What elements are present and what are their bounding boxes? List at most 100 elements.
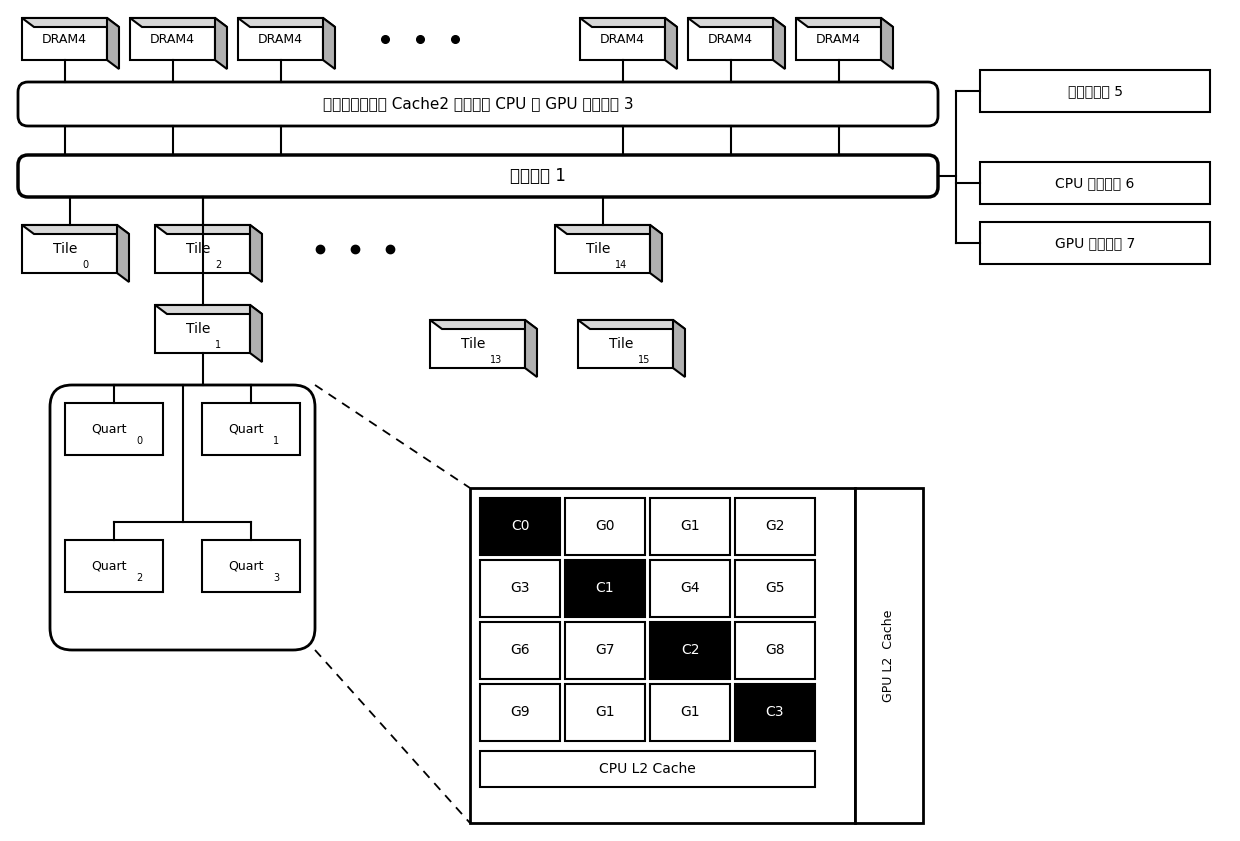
Polygon shape bbox=[556, 225, 662, 234]
Text: G9: G9 bbox=[510, 706, 529, 720]
Bar bbox=[155, 305, 250, 353]
Polygon shape bbox=[665, 18, 677, 69]
Bar bbox=[480, 684, 560, 741]
Text: C3: C3 bbox=[766, 706, 784, 720]
Text: DRAM4: DRAM4 bbox=[600, 33, 645, 45]
Text: Quart: Quart bbox=[92, 422, 126, 436]
Polygon shape bbox=[322, 18, 335, 69]
Text: G5: G5 bbox=[765, 581, 785, 595]
Text: Tile: Tile bbox=[186, 242, 211, 256]
Bar bbox=[480, 622, 560, 679]
Bar bbox=[565, 560, 645, 617]
Polygon shape bbox=[117, 225, 129, 282]
Bar bbox=[22, 225, 117, 273]
Bar bbox=[735, 684, 815, 741]
Text: GPU L2  Cache: GPU L2 Cache bbox=[883, 610, 895, 701]
Bar bbox=[650, 622, 730, 679]
Bar bbox=[565, 622, 645, 679]
Bar bbox=[202, 540, 300, 592]
Bar bbox=[580, 18, 665, 60]
Bar bbox=[856, 488, 923, 823]
Bar bbox=[64, 403, 162, 455]
Polygon shape bbox=[22, 18, 119, 27]
Bar bbox=[565, 684, 645, 741]
Text: 0: 0 bbox=[82, 260, 88, 270]
Text: C2: C2 bbox=[681, 643, 699, 658]
Polygon shape bbox=[130, 18, 227, 27]
Text: 2: 2 bbox=[216, 260, 222, 270]
Polygon shape bbox=[580, 18, 677, 27]
Text: G1: G1 bbox=[595, 706, 615, 720]
Bar bbox=[735, 622, 815, 679]
Bar bbox=[688, 18, 773, 60]
Text: 14: 14 bbox=[615, 260, 627, 270]
Polygon shape bbox=[22, 225, 129, 234]
Bar bbox=[578, 320, 673, 368]
Polygon shape bbox=[673, 320, 684, 377]
Polygon shape bbox=[525, 320, 537, 377]
Text: Quart: Quart bbox=[92, 559, 126, 573]
Bar bbox=[155, 225, 250, 273]
Bar bbox=[650, 560, 730, 617]
Polygon shape bbox=[773, 18, 785, 69]
Bar bbox=[64, 540, 162, 592]
Polygon shape bbox=[107, 18, 119, 69]
Bar bbox=[980, 162, 1210, 204]
Text: DRAM4: DRAM4 bbox=[150, 33, 195, 45]
Text: G1: G1 bbox=[681, 706, 699, 720]
Text: C1: C1 bbox=[595, 581, 614, 595]
Polygon shape bbox=[250, 305, 262, 362]
Bar bbox=[480, 498, 560, 555]
Bar bbox=[796, 18, 880, 60]
Text: G2: G2 bbox=[765, 520, 785, 533]
Bar bbox=[238, 18, 322, 60]
Polygon shape bbox=[238, 18, 335, 27]
Text: G3: G3 bbox=[510, 581, 529, 595]
Text: G1: G1 bbox=[681, 520, 699, 533]
Polygon shape bbox=[215, 18, 227, 69]
Polygon shape bbox=[250, 225, 262, 282]
Text: 0: 0 bbox=[136, 436, 143, 446]
Bar bbox=[735, 498, 815, 555]
Text: Tile: Tile bbox=[461, 337, 486, 351]
Bar bbox=[470, 488, 856, 823]
Bar bbox=[650, 684, 730, 741]
Polygon shape bbox=[578, 320, 684, 329]
Bar bbox=[650, 498, 730, 555]
Polygon shape bbox=[880, 18, 893, 69]
Bar bbox=[980, 222, 1210, 264]
Text: CPU L2 Cache: CPU L2 Cache bbox=[599, 762, 696, 776]
Bar bbox=[202, 403, 300, 455]
Text: 3: 3 bbox=[273, 573, 279, 583]
Text: G8: G8 bbox=[765, 643, 785, 658]
Text: DRAM4: DRAM4 bbox=[258, 33, 303, 45]
Polygon shape bbox=[430, 320, 537, 329]
Text: 三级融合的数据 Cache2 及统一的 CPU 和 GPU 内存接口 3: 三级融合的数据 Cache2 及统一的 CPU 和 GPU 内存接口 3 bbox=[322, 97, 634, 112]
Text: 1: 1 bbox=[216, 340, 222, 350]
Text: 2: 2 bbox=[136, 573, 143, 583]
Text: Tile: Tile bbox=[587, 242, 610, 256]
Polygon shape bbox=[155, 225, 262, 234]
Text: G0: G0 bbox=[595, 520, 615, 533]
Polygon shape bbox=[796, 18, 893, 27]
Text: G6: G6 bbox=[510, 643, 529, 658]
Text: 13: 13 bbox=[490, 355, 502, 364]
Bar bbox=[480, 560, 560, 617]
Text: DRAM4: DRAM4 bbox=[42, 33, 87, 45]
Bar bbox=[22, 18, 107, 60]
Text: 1: 1 bbox=[273, 436, 279, 446]
Polygon shape bbox=[688, 18, 785, 27]
Bar bbox=[735, 560, 815, 617]
Text: 系统编译器 5: 系统编译器 5 bbox=[1068, 84, 1122, 98]
FancyBboxPatch shape bbox=[19, 82, 937, 126]
Polygon shape bbox=[155, 305, 262, 314]
Text: 15: 15 bbox=[639, 355, 651, 364]
Bar bbox=[556, 225, 650, 273]
FancyBboxPatch shape bbox=[19, 155, 937, 197]
Text: C0: C0 bbox=[511, 520, 529, 533]
Bar bbox=[480, 751, 815, 787]
Text: Quart: Quart bbox=[228, 559, 264, 573]
Text: DRAM4: DRAM4 bbox=[708, 33, 753, 45]
Polygon shape bbox=[650, 225, 662, 282]
Text: Tile: Tile bbox=[53, 242, 78, 256]
